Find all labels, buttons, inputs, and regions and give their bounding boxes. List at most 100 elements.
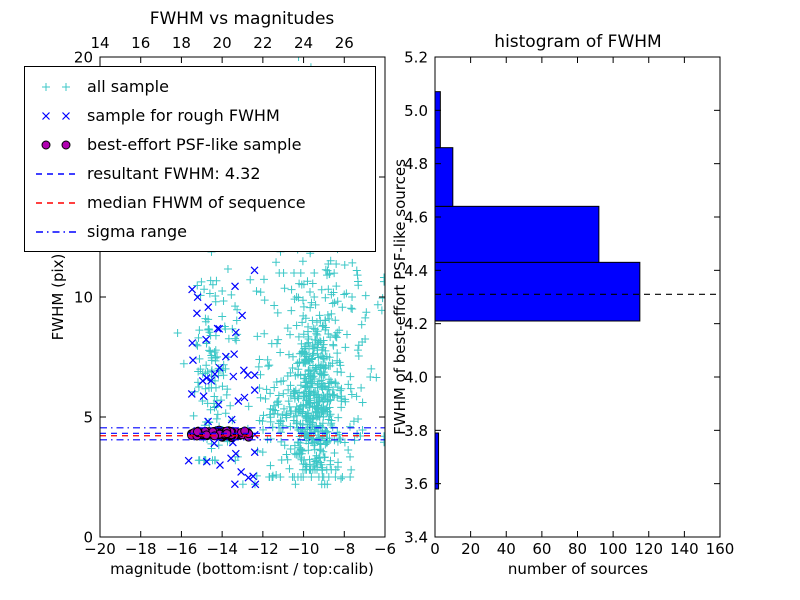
scatter-point-all-sample bbox=[335, 358, 344, 367]
scatter-point-all-sample bbox=[299, 302, 308, 311]
scatter-point-all-sample bbox=[320, 354, 329, 363]
scatter-point-all-sample bbox=[318, 322, 327, 331]
scatter-point-all-sample bbox=[288, 363, 297, 372]
scatter-point-all-sample bbox=[372, 373, 381, 382]
scatter-point-all-sample bbox=[294, 365, 303, 374]
legend-label: resultant FWHM: 4.32 bbox=[87, 164, 261, 183]
scatter-point-all-sample bbox=[337, 368, 346, 377]
scatter-point-all-sample bbox=[316, 422, 325, 431]
scatter-point-all-sample bbox=[218, 286, 227, 295]
scatter-point-all-sample bbox=[295, 349, 304, 358]
scatter-point-all-sample bbox=[348, 258, 357, 267]
scatter-point-all-sample bbox=[321, 316, 330, 325]
scatter-point-all-sample bbox=[320, 406, 329, 415]
scatter-point-all-sample bbox=[218, 382, 227, 391]
scatter-point-all-sample bbox=[326, 256, 335, 265]
scatter-point-all-sample bbox=[295, 388, 304, 397]
scatter-point-all-sample bbox=[346, 452, 355, 461]
scatter-point-all-sample bbox=[296, 269, 305, 277]
scatter-point-all-sample bbox=[340, 438, 349, 447]
scatter-point-all-sample bbox=[307, 298, 316, 307]
scatter-point-all-sample bbox=[328, 390, 337, 399]
scatter-point-all-sample bbox=[307, 355, 316, 364]
scatter-point-all-sample bbox=[274, 397, 283, 406]
scatter-point-all-sample bbox=[238, 480, 247, 489]
scatter-point-all-sample bbox=[348, 293, 357, 301]
scatter-point-all-sample bbox=[270, 409, 279, 418]
scatter-point-all-sample bbox=[301, 412, 310, 421]
scatter-point-all-sample bbox=[253, 332, 262, 341]
scatter-point-all-sample bbox=[289, 387, 298, 396]
scatter-point-all-sample bbox=[318, 466, 327, 475]
scatter-point-all-sample bbox=[340, 290, 349, 299]
scatter-point-all-sample bbox=[266, 417, 275, 426]
scatter-point-all-sample bbox=[265, 361, 274, 370]
scatter-point-all-sample bbox=[308, 341, 317, 350]
scatter-point-all-sample bbox=[286, 330, 295, 339]
scatter-point-all-sample bbox=[282, 450, 291, 459]
scatter-point-sample-for-rough-fwhm bbox=[214, 400, 223, 409]
scatter-point-all-sample bbox=[357, 320, 366, 329]
scatter-point-all-sample bbox=[348, 305, 357, 314]
legend-item: median FHWM of sequence bbox=[33, 188, 367, 217]
scatter-point-all-sample bbox=[352, 266, 361, 275]
x-tick-label: 120 bbox=[634, 540, 663, 558]
scatter-point-legend bbox=[42, 111, 50, 120]
scatter-point-all-sample bbox=[335, 434, 344, 443]
scatter-point-all-sample bbox=[213, 410, 222, 419]
scatter-point-all-sample bbox=[324, 473, 333, 481]
scatter-point-all-sample bbox=[317, 393, 326, 402]
scatter-point-all-sample bbox=[313, 340, 322, 349]
scatter-point-all-sample bbox=[293, 392, 302, 401]
scatter-point-all-sample bbox=[289, 352, 298, 361]
scatter-point-sample-for-rough-fwhm bbox=[199, 392, 208, 401]
scatter-point-best-effort-psf-like-sample bbox=[201, 430, 211, 440]
scatter-point-all-sample bbox=[302, 377, 311, 386]
right-ylabel: FWHM of best-effort PSF-like sources bbox=[391, 159, 409, 435]
scatter-point-all-sample bbox=[286, 445, 295, 453]
x-tick-label: −8 bbox=[333, 540, 355, 558]
scatter-point-all-sample bbox=[326, 361, 335, 370]
y-tick-label: 3.4 bbox=[404, 529, 428, 547]
legend-label: sigma range bbox=[87, 222, 187, 241]
scatter-point-all-sample bbox=[358, 426, 367, 435]
scatter-point-all-sample bbox=[333, 392, 342, 401]
scatter-point-all-sample bbox=[323, 266, 332, 275]
scatter-point-all-sample bbox=[315, 311, 324, 320]
scatter-point-all-sample bbox=[311, 427, 320, 436]
scatter-point-all-sample bbox=[274, 335, 283, 344]
scatter-point-all-sample bbox=[304, 389, 313, 398]
scatter-point-all-sample bbox=[277, 377, 286, 386]
scatter-point-all-sample bbox=[298, 407, 307, 416]
legend-label: median FHWM of sequence bbox=[87, 193, 306, 212]
scatter-point-legend bbox=[62, 111, 70, 120]
scatter-point-all-sample bbox=[286, 409, 295, 418]
histogram-bar bbox=[434, 147, 454, 207]
top-tick-label: 16 bbox=[131, 34, 150, 52]
scatter-point-all-sample bbox=[203, 367, 212, 376]
scatter-point-all-sample bbox=[201, 317, 210, 326]
scatter-point-all-sample bbox=[261, 394, 270, 403]
left-ylabel: FWHM (pix) bbox=[49, 253, 67, 341]
scatter-point-all-sample bbox=[286, 391, 295, 400]
scatter-point-all-sample bbox=[303, 277, 312, 286]
scatter-point-all-sample bbox=[330, 448, 339, 457]
scatter-point-all-sample bbox=[292, 293, 301, 301]
scatter-point-all-sample bbox=[329, 341, 338, 350]
legend-marker-line-dashed-icon bbox=[36, 201, 76, 204]
scatter-point-all-sample bbox=[319, 410, 328, 419]
scatter-point-all-sample bbox=[195, 326, 204, 335]
scatter-point-all-sample bbox=[337, 394, 346, 403]
top-tick-label: 26 bbox=[335, 34, 354, 52]
scatter-point-all-sample bbox=[270, 301, 279, 310]
scatter-point-all-sample bbox=[271, 406, 280, 415]
legend-item: sigma range bbox=[33, 217, 367, 246]
scatter-point-all-sample bbox=[256, 288, 265, 297]
scatter-point-all-sample bbox=[346, 384, 355, 393]
scatter-point-all-sample bbox=[310, 344, 319, 353]
scatter-point-sample-for-rough-fwhm bbox=[229, 372, 238, 381]
scatter-point-all-sample bbox=[346, 473, 355, 481]
scatter-point-all-sample bbox=[231, 302, 240, 311]
scatter-point-all-sample bbox=[200, 285, 209, 294]
legend-marker-line-dashed-icon bbox=[36, 172, 76, 175]
